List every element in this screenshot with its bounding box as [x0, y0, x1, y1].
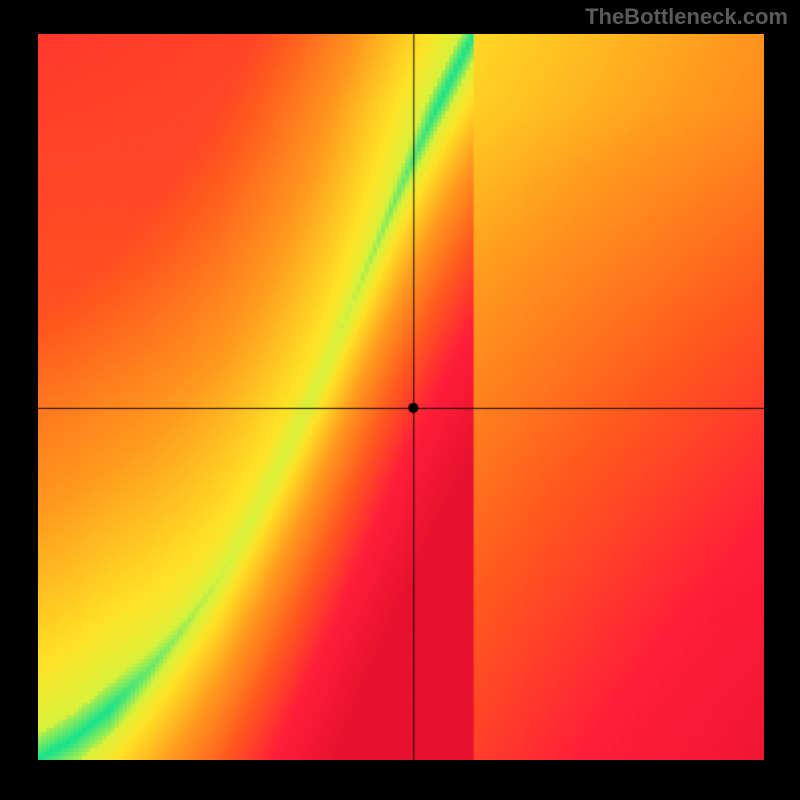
- watermark-text: TheBottleneck.com: [585, 4, 788, 30]
- bottleneck-heatmap: [38, 34, 764, 760]
- chart-container: TheBottleneck.com: [0, 0, 800, 800]
